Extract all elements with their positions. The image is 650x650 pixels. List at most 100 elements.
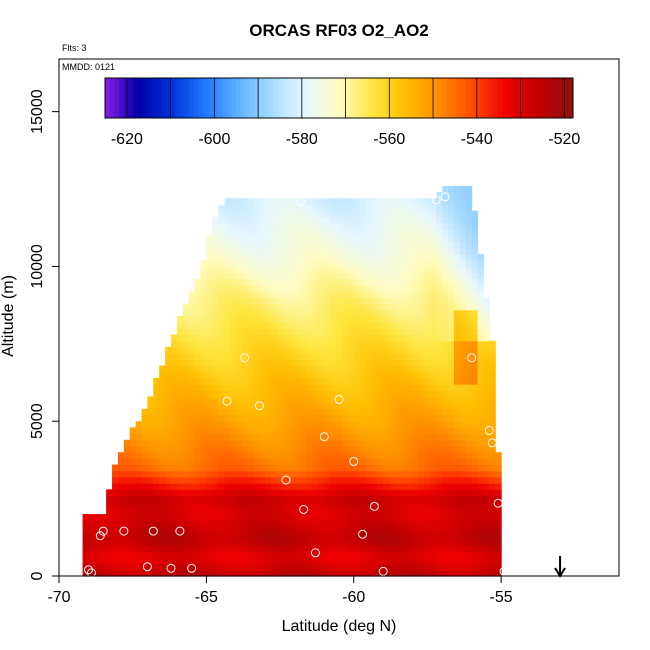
heatmap-cell	[489, 532, 496, 540]
heatmap-cell	[371, 532, 378, 540]
heatmap-cell	[265, 495, 272, 503]
heatmap-cell	[465, 427, 473, 435]
heatmap-cell	[306, 204, 314, 212]
heatmap-cell	[459, 551, 467, 559]
heatmap-cell	[377, 346, 384, 354]
heatmap-cell	[318, 291, 325, 298]
heatmap-cell	[194, 396, 202, 404]
heatmap-cell	[135, 458, 143, 466]
heatmap-cell	[459, 495, 467, 503]
heatmap-cell	[489, 458, 496, 466]
heatmap-cell	[448, 254, 455, 261]
heatmap-cell	[194, 346, 202, 354]
heatmap-cell	[448, 278, 455, 286]
heatmap-cell	[288, 532, 296, 540]
heatmap-cell	[300, 365, 308, 373]
heatmap-cell	[106, 569, 113, 577]
heatmap-cell	[477, 353, 485, 360]
heatmap-cell	[306, 235, 314, 243]
heatmap-cell	[271, 408, 278, 416]
heatmap-cell	[294, 433, 302, 441]
heatmap-cell	[424, 198, 431, 206]
heatmap-cell	[153, 545, 160, 552]
heatmap-cell	[283, 421, 290, 428]
heatmap-cell	[288, 433, 296, 441]
heatmap-cell	[324, 334, 331, 342]
heatmap-cell	[347, 278, 355, 286]
heatmap-cell	[153, 569, 160, 577]
heatmap-cell	[412, 445, 420, 453]
heatmap-cell	[306, 476, 314, 484]
heatmap-cell	[477, 384, 485, 391]
y-tick-label: 0	[29, 571, 46, 580]
colorbar-segment	[526, 78, 532, 118]
heatmap-cell	[483, 408, 490, 416]
heatmap-cell	[229, 291, 237, 298]
heatmap-cell	[271, 359, 278, 367]
heatmap-cell	[347, 204, 355, 212]
heatmap-cell	[259, 315, 266, 323]
heatmap-cell	[247, 483, 255, 490]
heatmap-cell	[389, 445, 396, 453]
heatmap-cell	[353, 384, 361, 391]
heatmap-cell	[277, 229, 284, 237]
heatmap-cell	[259, 353, 266, 360]
heatmap-cell	[424, 291, 431, 298]
heatmap-cell	[288, 229, 296, 237]
heatmap-cell	[117, 514, 125, 521]
heatmap-cell	[259, 507, 266, 515]
heatmap-cell	[277, 384, 284, 391]
heatmap-cell	[336, 272, 343, 280]
heatmap-cell	[383, 284, 390, 292]
heatmap-cell	[477, 445, 485, 453]
heatmap-cell	[418, 476, 426, 484]
heatmap-cell	[200, 278, 207, 286]
heatmap-cell	[277, 526, 284, 534]
heatmap-cell	[147, 402, 154, 410]
heatmap-cell	[324, 538, 331, 546]
heatmap-cell	[347, 241, 355, 249]
heatmap-cell	[318, 371, 325, 379]
heatmap-cell	[259, 216, 266, 224]
heatmap-cell	[418, 433, 426, 441]
heatmap-cell	[224, 452, 231, 459]
heatmap-cell	[341, 346, 349, 354]
x-tick-label: -55	[490, 589, 513, 606]
heatmap-cell	[312, 235, 319, 243]
heatmap-cell	[400, 470, 408, 478]
heatmap-cell	[448, 464, 455, 472]
heatmap-cell	[318, 464, 325, 472]
heatmap-cell	[442, 458, 449, 466]
heatmap-cell	[442, 495, 449, 503]
heatmap-cell	[465, 563, 473, 571]
heatmap-cell	[265, 464, 272, 472]
heatmap-cell	[117, 551, 125, 559]
heatmap-cell	[206, 532, 213, 540]
heatmap-cell	[371, 223, 378, 230]
heatmap-cell	[424, 377, 431, 385]
heatmap-cell	[471, 421, 479, 428]
heatmap-cell	[442, 538, 449, 546]
heatmap-cell	[430, 377, 437, 385]
heatmap-cell	[147, 526, 154, 534]
heatmap-cell	[182, 359, 190, 367]
heatmap-cell	[448, 557, 455, 565]
observation-point	[175, 526, 185, 536]
heatmap-cell	[224, 532, 231, 540]
heatmap-cell	[448, 266, 455, 274]
heatmap-cell	[377, 235, 384, 243]
heatmap-cell	[353, 489, 361, 497]
heatmap-cell	[277, 315, 284, 323]
heatmap-cell	[418, 526, 426, 534]
heatmap-cell	[288, 439, 296, 447]
heatmap-cell	[465, 476, 473, 484]
heatmap-cell	[159, 371, 166, 379]
heatmap-cell	[330, 514, 337, 521]
heatmap-cell	[353, 569, 361, 577]
heatmap-cell	[147, 396, 154, 404]
heatmap-cell	[336, 334, 343, 342]
colorbar-segment	[310, 78, 317, 118]
heatmap-cell	[353, 408, 361, 416]
heatmap-cell	[353, 229, 361, 237]
heatmap-cell	[159, 557, 166, 565]
